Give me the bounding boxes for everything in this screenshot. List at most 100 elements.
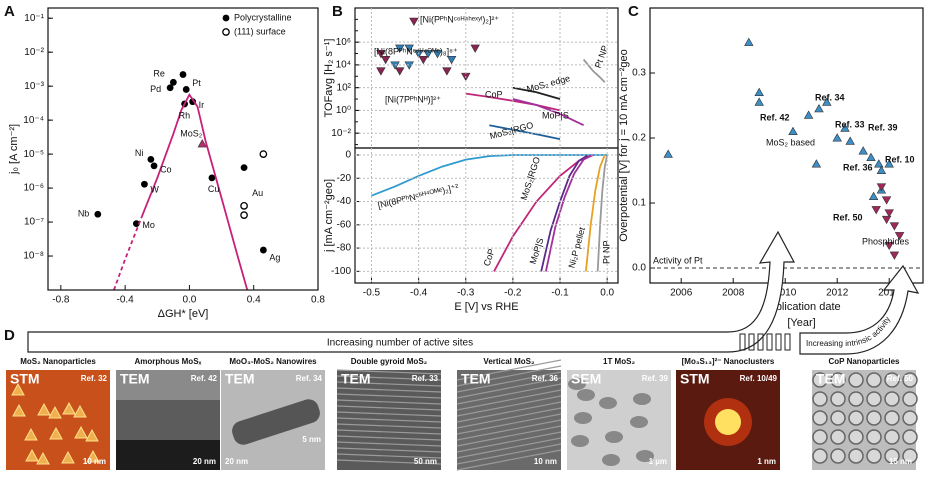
grain bbox=[830, 429, 846, 445]
grain bbox=[866, 391, 882, 407]
lattice bbox=[456, 395, 562, 417]
lattice bbox=[336, 387, 442, 393]
point bbox=[390, 61, 400, 70]
y-tick-label: 10⁻² bbox=[331, 128, 351, 139]
scale-bar-label: 1 nm bbox=[757, 457, 776, 466]
grain bbox=[848, 372, 864, 388]
point bbox=[884, 209, 894, 218]
y-tick-label: 10⁻¹ bbox=[24, 13, 44, 24]
y-tick-label: 0 bbox=[345, 150, 351, 161]
reference-label: Activity of Pt bbox=[653, 255, 703, 265]
x-axis-label: E [V] vs RHE bbox=[454, 301, 518, 313]
y-tick-label: 10⁰ bbox=[336, 105, 351, 116]
particle bbox=[25, 448, 39, 462]
x-tick-label: 2014 bbox=[878, 288, 901, 299]
point bbox=[868, 191, 879, 200]
reference: Ref. 33 bbox=[412, 374, 439, 383]
annotation: [Ni(8PᴾʰNᶜ⁶ᴴ⁴ᴼᴹᵉ)₈]⁸⁺ bbox=[374, 46, 458, 56]
point bbox=[663, 149, 673, 158]
point bbox=[871, 206, 881, 215]
series-label: Ni₂P pellet bbox=[567, 226, 588, 269]
lattice bbox=[336, 423, 442, 429]
film bbox=[116, 400, 220, 440]
grain bbox=[902, 372, 918, 388]
substrate bbox=[116, 440, 220, 470]
cluster bbox=[715, 409, 741, 435]
annotation: Ref. 50 bbox=[833, 212, 863, 222]
point-label: Re bbox=[153, 69, 165, 79]
particle bbox=[11, 382, 25, 396]
x-tick-label: 2012 bbox=[826, 288, 849, 299]
grain bbox=[812, 448, 828, 464]
point bbox=[380, 56, 391, 65]
grain bbox=[902, 448, 918, 464]
point-label: Au bbox=[252, 188, 263, 198]
lattice bbox=[336, 417, 442, 423]
x-tick-label: 2008 bbox=[722, 288, 745, 299]
y-tick-label: 10⁻³ bbox=[24, 81, 44, 92]
panel-letter: B bbox=[332, 3, 343, 20]
point bbox=[141, 180, 148, 188]
point bbox=[840, 123, 850, 132]
annotation: Ref. 34 bbox=[815, 92, 845, 102]
technique: SEM bbox=[571, 371, 601, 387]
curve bbox=[512, 98, 584, 127]
point bbox=[881, 196, 892, 205]
point bbox=[132, 220, 140, 228]
grain bbox=[848, 410, 864, 426]
point bbox=[803, 110, 814, 119]
lattice bbox=[336, 399, 442, 405]
point-label: Nb bbox=[78, 209, 90, 219]
y-tick-label: 10² bbox=[337, 82, 352, 93]
grain bbox=[812, 372, 828, 388]
legend-marker bbox=[222, 28, 230, 36]
point bbox=[866, 152, 876, 161]
particle bbox=[85, 428, 99, 442]
flake bbox=[633, 393, 651, 405]
axes-frame bbox=[354, 7, 619, 149]
grain bbox=[812, 429, 828, 445]
x-axis-label: ΔGH* [eV] bbox=[158, 308, 209, 320]
y-tick-label: -60 bbox=[337, 219, 352, 230]
y-axis-label: Overpotential [V] for j = 10 mA cm⁻²geo bbox=[618, 49, 630, 242]
particle bbox=[12, 403, 26, 417]
grain bbox=[812, 410, 828, 426]
annotation: Ref. 39 bbox=[868, 122, 898, 132]
grain bbox=[830, 372, 846, 388]
reference: Ref. 42 bbox=[191, 374, 218, 383]
flake bbox=[630, 416, 648, 428]
particle bbox=[73, 404, 87, 418]
lattice bbox=[456, 407, 562, 429]
grain bbox=[866, 448, 882, 464]
y-tick-label: 10⁻⁶ bbox=[23, 183, 44, 194]
point bbox=[894, 232, 905, 241]
scale-bar-label: 50 nm bbox=[414, 457, 437, 466]
series-label: MoS₂|RGO bbox=[489, 120, 535, 141]
grain bbox=[830, 391, 846, 407]
point bbox=[208, 174, 216, 182]
point bbox=[240, 201, 248, 210]
flake bbox=[636, 450, 654, 462]
plot-area bbox=[94, 71, 268, 290]
scale-bar-label: 5 nm bbox=[302, 435, 321, 444]
y-tick-label: 0.1 bbox=[632, 198, 646, 209]
grain bbox=[848, 391, 864, 407]
grain bbox=[866, 429, 882, 445]
particle bbox=[36, 451, 50, 465]
lattice bbox=[456, 431, 562, 453]
tile-title: Vertical MoS₂ bbox=[483, 357, 535, 366]
legend-label: (111) surface bbox=[234, 26, 286, 36]
x-tick-label: -0.5 bbox=[363, 288, 381, 299]
scale-bar-label: 10 nm bbox=[83, 457, 106, 466]
point bbox=[179, 71, 187, 78]
point bbox=[889, 222, 900, 231]
point bbox=[94, 210, 102, 218]
point bbox=[814, 103, 824, 113]
lattice bbox=[336, 381, 442, 387]
point bbox=[404, 44, 414, 53]
technique: TEM bbox=[225, 371, 255, 387]
y-tick-label: 10⁴ bbox=[336, 60, 351, 71]
point bbox=[182, 86, 190, 93]
series-label: MoS₂ based bbox=[766, 137, 815, 147]
lattice bbox=[336, 405, 442, 411]
